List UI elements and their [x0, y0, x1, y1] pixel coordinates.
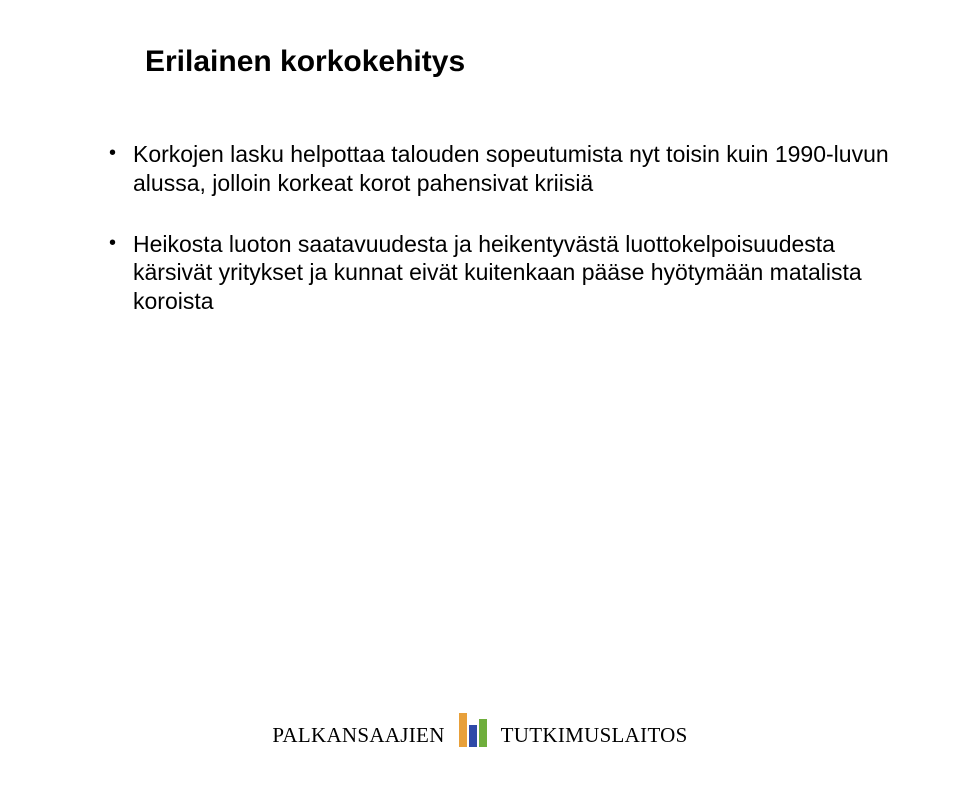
- logo-bar: [459, 713, 467, 747]
- slide: Erilainen korkokehitys Korkojen lasku he…: [0, 0, 960, 790]
- logo-bar: [469, 725, 477, 747]
- footer-logo-icon: [455, 713, 491, 748]
- list-item: Korkojen lasku helpottaa talouden sopeut…: [105, 140, 895, 198]
- logo-bar: [479, 719, 487, 747]
- slide-title: Erilainen korkokehitys: [145, 45, 465, 79]
- list-item: Heikosta luoton saatavuudesta ja heikent…: [105, 230, 895, 316]
- bullet-list: Korkojen lasku helpottaa talouden sopeut…: [105, 140, 895, 316]
- footer-right-text: TUTKIMUSLAITOS: [501, 723, 688, 748]
- footer-left-text: PALKANSAAJIEN: [272, 723, 444, 748]
- slide-content: Korkojen lasku helpottaa talouden sopeut…: [105, 140, 895, 348]
- footer: PALKANSAAJIEN TUTKIMUSLAITOS: [0, 713, 960, 748]
